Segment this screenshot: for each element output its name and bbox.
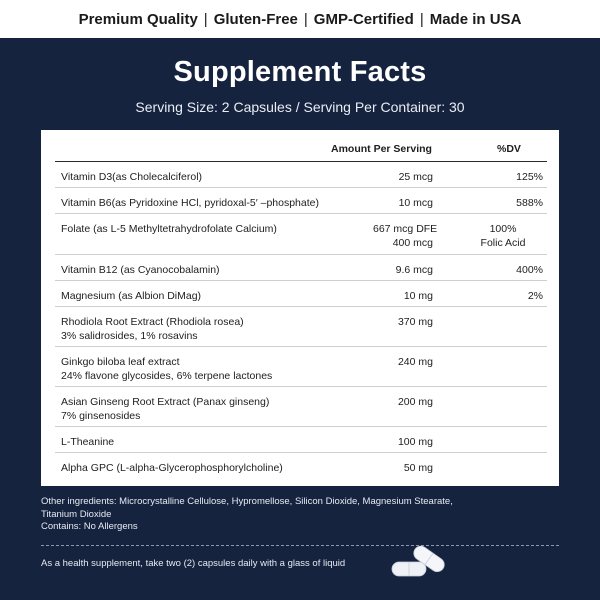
nutrient-name: Folate (as L-5 Methyltetrahydrofolate Ca…	[61, 222, 277, 236]
capsule-pills-icon	[391, 545, 445, 577]
allergen-statement: Contains: No Allergens	[41, 521, 138, 532]
nutrient-name-line: Asian Ginseng Root Extract (Panax ginsen…	[61, 396, 270, 408]
table-row: Rhodiola Root Extract (Rhodiola rosea) 3%…	[55, 307, 547, 347]
nutrient-amount: 200 mg	[373, 395, 433, 409]
usage-instructions: As a health supplement, take two (2) cap…	[41, 558, 346, 569]
nutrient-amount-line: 400 mcg	[392, 237, 433, 249]
nutrient-name-line: Vitamin B6(as Pyridoxine HCl, pyridoxal-…	[61, 197, 319, 209]
badge-separator: |	[419, 10, 424, 28]
nutrient-dv: 400%	[459, 263, 543, 277]
nutrient-amount: 25 mcg	[373, 170, 433, 184]
nutrient-name-line: Alpha GPC (L-alpha-Glycerophosphorylchol…	[61, 462, 283, 474]
nutrient-dv: 125%	[459, 170, 543, 184]
nutrient-amount-line: 370 mg	[397, 316, 433, 328]
table-row: Vitamin B6(as Pyridoxine HCl, pyridoxal-…	[55, 188, 547, 214]
table-row: Asian Ginseng Root Extract (Panax ginsen…	[55, 387, 547, 427]
facts-table-card: Amount Per Serving %DV Vitamin D3(as Cho…	[41, 130, 559, 486]
nutrient-dv: 588%	[459, 196, 543, 210]
nutrient-name-line: 3% salidrosides, 1% rosavins	[61, 330, 198, 342]
table-row: Vitamin D3(as Cholecalciferol) 25 mcg 125%	[55, 162, 547, 188]
nutrient-dv: 100% Folic Acid	[475, 222, 531, 250]
table-row: Alpha GPC (L-alpha-Glycerophosphorylchol…	[55, 453, 547, 479]
nutrient-name-line: Rhodiola Root Extract (Rhodiola rosea)	[61, 316, 244, 328]
other-ingredients-line-2: Titanium Dioxide	[41, 508, 112, 520]
nutrient-amount: 10 mg	[373, 289, 433, 303]
nutrient-amount: 370 mg	[373, 315, 433, 329]
nutrient-dv-line: 125%	[516, 171, 543, 183]
table-row: L-Theanine 100 mg	[55, 427, 547, 453]
nutrient-name: Rhodiola Root Extract (Rhodiola rosea) 3%…	[61, 315, 244, 343]
nutrient-amount-line: 50 mg	[403, 462, 433, 474]
nutrient-name: Vitamin D3(as Cholecalciferol)	[61, 170, 202, 184]
nutrient-dv-line: 2%	[527, 290, 543, 302]
badge-gluten-free: Gluten-Free	[213, 10, 298, 28]
nutrient-name-line: 7% ginsenosides	[61, 410, 141, 422]
nutrient-name: Alpha GPC (L-alpha-Glycerophosphorylchol…	[61, 461, 283, 475]
badge-separator: |	[303, 10, 308, 28]
nutrient-name-line: Vitamin B12 (as Cyanocobalamin)	[61, 264, 220, 276]
nutrient-amount-line: 100 mg	[397, 436, 433, 448]
badge-separator: |	[203, 10, 208, 28]
nutrient-dv-line: 100%	[489, 223, 517, 235]
nutrient-name-line: 24% flavone glycosides, 6% terpene lacto…	[61, 370, 273, 382]
ingredients-block: Other ingredients: Microcrystalline Cell…	[41, 496, 561, 534]
nutrient-name-line: Ginkgo biloba leaf extract	[61, 356, 180, 368]
nutrient-name: Magnesium (as Albion DiMag)	[61, 289, 201, 303]
other-ingredients-line-1: Other ingredients: Microcrystalline Cell…	[41, 496, 453, 507]
table-header: Amount Per Serving %DV	[55, 138, 547, 162]
serving-info: Serving Size: 2 Capsules / Serving Per C…	[135, 99, 465, 115]
nutrient-amount: 667 mcg DFE 400 mcg	[373, 222, 438, 250]
header-dv: %DV	[497, 143, 521, 155]
page-title: Supplement Facts	[173, 56, 427, 88]
nutrient-dv-line: Folic Acid	[480, 237, 526, 249]
dashed-divider	[41, 545, 559, 546]
nutrient-name-line: Magnesium (as Albion DiMag)	[61, 290, 202, 302]
table-rows: Vitamin D3(as Cholecalciferol) 25 mcg 125%…	[55, 162, 547, 479]
table-row: Magnesium (as Albion DiMag) 10 mg 2%	[55, 281, 547, 307]
nutrient-name-line: Folate (as L-5 Methyltetrahydrofolate Ca…	[61, 223, 277, 235]
nutrient-dv-line: 588%	[516, 197, 543, 209]
nutrient-amount-line: 10 mcg	[398, 197, 433, 209]
table-row: Vitamin B12 (as Cyanocobalamin) 9.6 mcg 40…	[55, 255, 547, 281]
nutrient-name-line: L-Theanine	[61, 436, 115, 448]
nutrient-amount-line: 10 mg	[403, 290, 433, 302]
header-amount: Amount Per Serving	[331, 143, 432, 155]
badge-gmp-certified: GMP-Certified	[313, 10, 414, 28]
nutrient-amount: 240 mg	[373, 355, 433, 369]
nutrient-name: Ginkgo biloba leaf extract 24% flavone gl…	[61, 355, 272, 383]
nutrient-amount: 9.6 mcg	[373, 263, 433, 277]
nutrient-name: L-Theanine	[61, 435, 114, 449]
badge-bar: Premium Quality | Gluten-Free | GMP-Cert…	[0, 0, 600, 38]
nutrient-amount-line: 200 mg	[397, 396, 433, 408]
nutrient-name: Vitamin B6(as Pyridoxine HCl, pyridoxal-…	[61, 196, 319, 210]
nutrient-amount-line: 667 mcg DFE	[373, 223, 438, 235]
badge-premium-quality: Premium Quality	[78, 10, 198, 28]
nutrient-name: Asian Ginseng Root Extract (Panax ginsen…	[61, 395, 269, 423]
nutrient-amount: 100 mg	[373, 435, 433, 449]
nutrient-name: Vitamin B12 (as Cyanocobalamin)	[61, 263, 220, 277]
badge-made-in-usa: Made in USA	[429, 10, 522, 28]
nutrient-amount: 50 mg	[373, 461, 433, 475]
nutrient-dv: 2%	[459, 289, 543, 303]
nutrient-amount-line: 240 mg	[397, 356, 433, 368]
table-row: Folate (as L-5 Methyltetrahydrofolate Ca…	[55, 214, 547, 255]
nutrient-amount: 10 mcg	[373, 196, 433, 210]
nutrient-dv-line: 400%	[516, 264, 543, 276]
nutrient-amount-line: 25 mcg	[398, 171, 433, 183]
nutrient-name-line: Vitamin D3(as Cholecalciferol)	[61, 171, 203, 183]
table-row: Ginkgo biloba leaf extract 24% flavone gl…	[55, 347, 547, 387]
nutrient-amount-line: 9.6 mcg	[395, 264, 433, 276]
